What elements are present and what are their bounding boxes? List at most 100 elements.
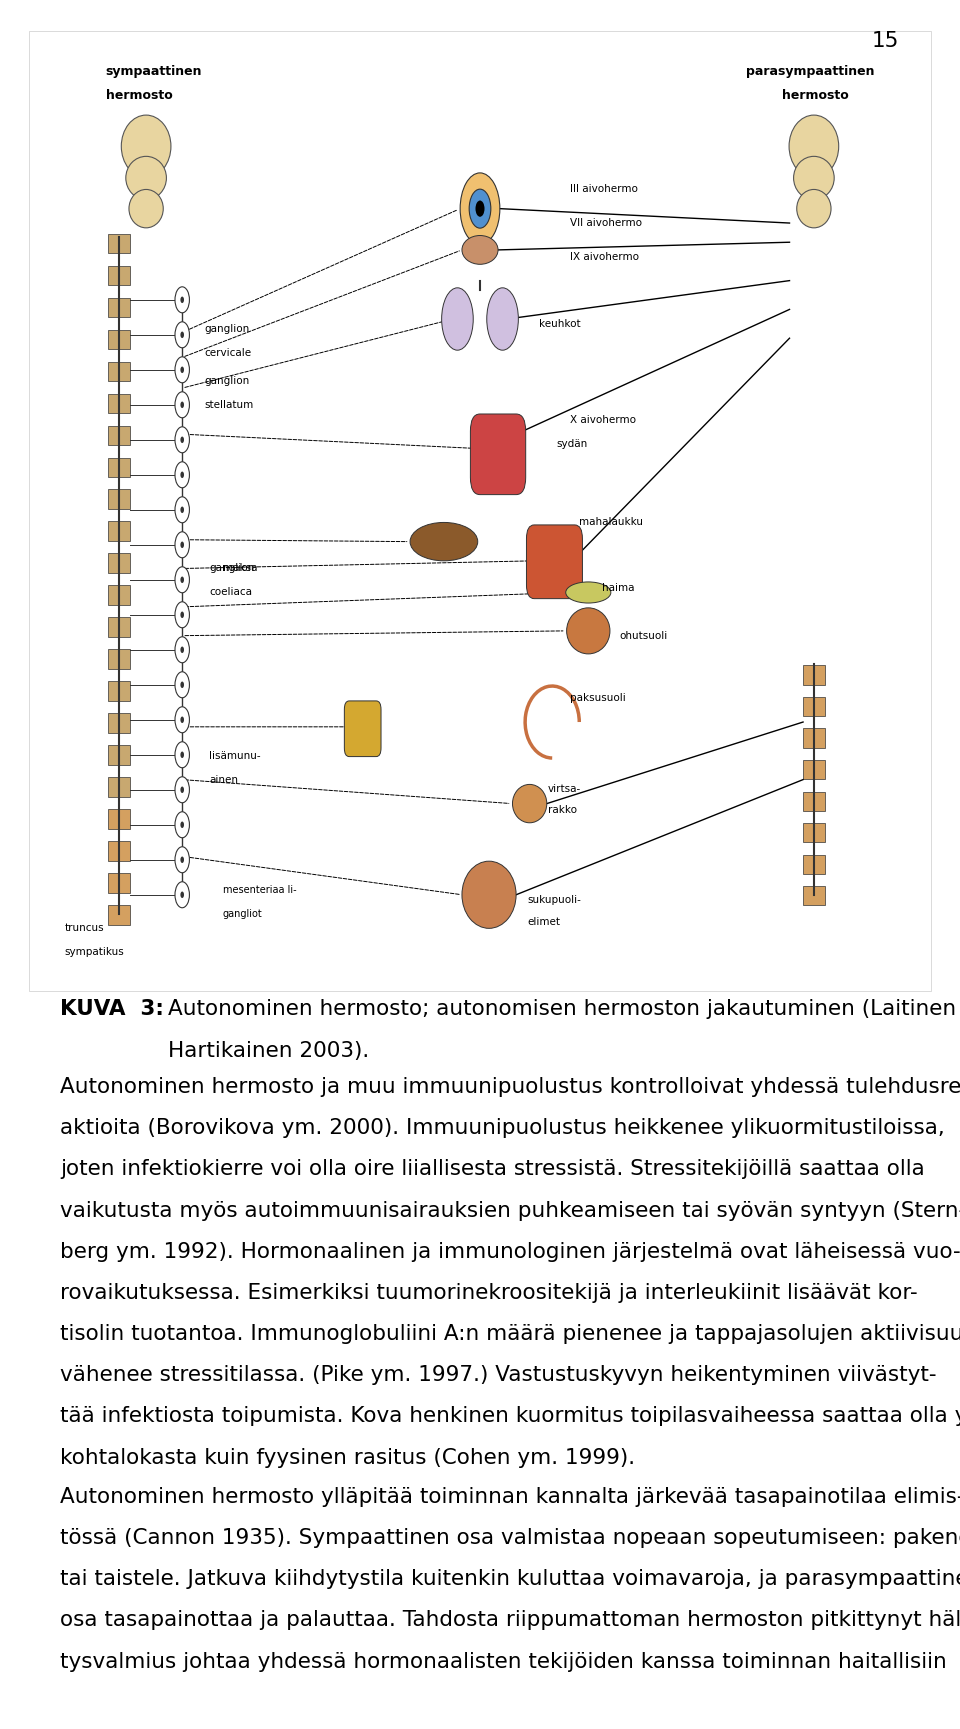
Ellipse shape bbox=[797, 190, 831, 228]
Ellipse shape bbox=[794, 156, 834, 199]
Circle shape bbox=[175, 322, 189, 348]
Text: elimet: elimet bbox=[528, 916, 561, 927]
Text: keuhkot: keuhkot bbox=[539, 318, 580, 329]
Text: VII aivohermo: VII aivohermo bbox=[570, 218, 642, 228]
Ellipse shape bbox=[566, 609, 610, 654]
Bar bbox=[108, 425, 130, 444]
Ellipse shape bbox=[126, 156, 166, 199]
Text: III aivohermo: III aivohermo bbox=[570, 185, 638, 194]
Circle shape bbox=[175, 427, 189, 453]
Text: 15: 15 bbox=[872, 31, 900, 52]
Circle shape bbox=[180, 716, 184, 723]
FancyBboxPatch shape bbox=[345, 700, 381, 757]
Text: maksa: maksa bbox=[223, 564, 257, 574]
Ellipse shape bbox=[789, 116, 839, 178]
Text: stellatum: stellatum bbox=[204, 401, 254, 410]
Text: kohtalokasta kuin fyysinen rasitus (Cohen ym. 1999).: kohtalokasta kuin fyysinen rasitus (Cohe… bbox=[60, 1447, 636, 1468]
Bar bbox=[108, 266, 130, 285]
Bar bbox=[804, 728, 825, 747]
Circle shape bbox=[180, 681, 184, 688]
Bar bbox=[804, 887, 825, 906]
Text: coeliaca: coeliaca bbox=[209, 588, 252, 598]
Circle shape bbox=[180, 507, 184, 514]
Bar bbox=[108, 330, 130, 349]
Circle shape bbox=[180, 892, 184, 897]
Text: virtsa-: virtsa- bbox=[547, 785, 581, 794]
Text: ganglion: ganglion bbox=[209, 564, 254, 574]
Ellipse shape bbox=[513, 785, 547, 823]
Circle shape bbox=[180, 576, 184, 583]
Circle shape bbox=[175, 496, 189, 522]
Bar bbox=[108, 522, 130, 541]
Circle shape bbox=[175, 392, 189, 418]
Bar bbox=[108, 873, 130, 892]
Circle shape bbox=[175, 742, 189, 768]
Bar bbox=[804, 854, 825, 873]
Bar bbox=[108, 650, 130, 669]
Circle shape bbox=[180, 367, 184, 373]
Text: paksusuoli: paksusuoli bbox=[570, 693, 626, 704]
Bar bbox=[108, 617, 130, 636]
Text: IX aivohermo: IX aivohermo bbox=[570, 252, 639, 261]
Bar bbox=[108, 745, 130, 764]
Circle shape bbox=[175, 636, 189, 662]
Text: sympatikus: sympatikus bbox=[65, 947, 125, 958]
Text: mahalaukku: mahalaukku bbox=[579, 517, 643, 527]
Ellipse shape bbox=[462, 235, 498, 265]
Circle shape bbox=[175, 287, 189, 313]
Circle shape bbox=[175, 533, 189, 558]
Circle shape bbox=[175, 847, 189, 873]
Text: haima: haima bbox=[602, 583, 635, 593]
Bar bbox=[108, 297, 130, 316]
Text: Autonominen hermosto ylläpitää toiminnan kannalta järkevää tasapainotilaa elimis: Autonominen hermosto ylläpitää toiminnan… bbox=[60, 1487, 960, 1508]
Text: ganglion: ganglion bbox=[204, 323, 250, 334]
Bar bbox=[108, 489, 130, 508]
Bar bbox=[108, 233, 130, 252]
Bar bbox=[108, 394, 130, 413]
Text: truncus: truncus bbox=[65, 923, 105, 934]
Circle shape bbox=[180, 297, 184, 303]
Ellipse shape bbox=[121, 116, 171, 178]
Circle shape bbox=[175, 567, 189, 593]
Circle shape bbox=[180, 787, 184, 794]
Text: X aivohermo: X aivohermo bbox=[570, 415, 636, 425]
Circle shape bbox=[175, 356, 189, 382]
Ellipse shape bbox=[129, 190, 163, 228]
Bar bbox=[804, 823, 825, 842]
Text: rakko: rakko bbox=[547, 806, 577, 816]
Circle shape bbox=[180, 436, 184, 443]
Text: ohutsuoli: ohutsuoli bbox=[620, 631, 668, 641]
Circle shape bbox=[180, 856, 184, 863]
Circle shape bbox=[180, 401, 184, 408]
Text: berg ym. 1992). Hormonaalinen ja immunologinen järjestelmä ovat läheisessä vuo-: berg ym. 1992). Hormonaalinen ja immunol… bbox=[60, 1241, 960, 1262]
Circle shape bbox=[180, 752, 184, 757]
Circle shape bbox=[175, 882, 189, 908]
Text: vähenee stressitilassa. (Pike ym. 1997.) Vastustuskyvyn heikentyminen viivästyt-: vähenee stressitilassa. (Pike ym. 1997.)… bbox=[60, 1366, 937, 1385]
Circle shape bbox=[175, 673, 189, 699]
Text: osa tasapainottaa ja palauttaa. Tahdosta riippumattoman hermoston pitkittynyt hä: osa tasapainottaa ja palauttaa. Tahdosta… bbox=[60, 1610, 960, 1630]
Text: sydän: sydän bbox=[557, 439, 588, 450]
Circle shape bbox=[460, 173, 500, 244]
Text: joten infektiokierre voi olla oire liiallisesta stressistä. Stressitekijöillä sa: joten infektiokierre voi olla oire liial… bbox=[60, 1160, 925, 1179]
Circle shape bbox=[180, 821, 184, 828]
FancyBboxPatch shape bbox=[470, 413, 526, 494]
Text: tai taistele. Jatkuva kiihdytystila kuitenkin kuluttaa voimavaroja, ja parasympa: tai taistele. Jatkuva kiihdytystila kuit… bbox=[60, 1570, 960, 1589]
Text: rovaikutuksessa. Esimerkiksi tuumorinekroositekijä ja interleukiinit lisäävät ko: rovaikutuksessa. Esimerkiksi tuumorinekr… bbox=[60, 1283, 918, 1304]
Bar bbox=[804, 697, 825, 716]
Text: mesenteriaa li-: mesenteriaa li- bbox=[223, 885, 297, 896]
Text: hermosto: hermosto bbox=[106, 88, 172, 102]
Text: tössä (Cannon 1935). Sympaattinen osa valmistaa nopeaan sopeutumiseen: pakene: tössä (Cannon 1935). Sympaattinen osa va… bbox=[60, 1528, 960, 1547]
Circle shape bbox=[175, 811, 189, 839]
Text: Autonominen hermosto; autonomisen hermoston jakautuminen (Laitinen &: Autonominen hermosto; autonomisen hermos… bbox=[168, 999, 960, 1020]
Bar bbox=[108, 681, 130, 700]
Bar bbox=[29, 31, 931, 991]
Circle shape bbox=[175, 602, 189, 628]
Circle shape bbox=[469, 188, 491, 228]
Circle shape bbox=[175, 776, 189, 802]
Text: hermosto: hermosto bbox=[782, 88, 849, 102]
Text: tysvalmius johtaa yhdessä hormonaalisten tekijöiden kanssa toiminnan haitallisii: tysvalmius johtaa yhdessä hormonaalisten… bbox=[60, 1651, 948, 1672]
Bar bbox=[804, 666, 825, 685]
Text: aktioita (Borovikova ym. 2000). Immuunipuolustus heikkenee ylikuormitustiloissa,: aktioita (Borovikova ym. 2000). Immuunip… bbox=[60, 1119, 946, 1138]
Text: gangliot: gangliot bbox=[223, 909, 263, 918]
Bar bbox=[804, 761, 825, 780]
